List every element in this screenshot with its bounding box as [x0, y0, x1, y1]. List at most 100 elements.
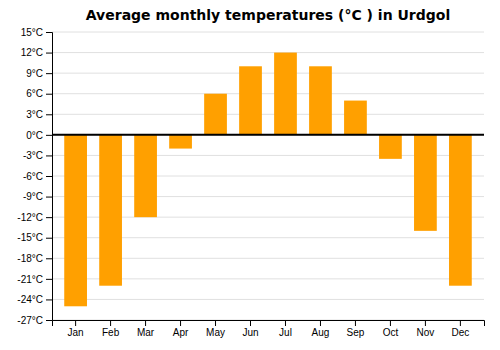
tick: Oct [383, 320, 399, 338]
tick-mark [46, 135, 52, 136]
tick: -21°C [17, 274, 52, 285]
tick: Apr [173, 320, 189, 338]
tick-mark [46, 217, 52, 218]
tick-mark [46, 238, 52, 239]
tick-mark [110, 320, 111, 326]
tick: May [206, 320, 225, 338]
tick-mark [250, 320, 251, 326]
tick-mark [285, 320, 286, 326]
grid-line [52, 32, 484, 33]
tick-label: Feb [102, 327, 120, 338]
bar [274, 53, 297, 135]
tick-label: 9°C [26, 68, 43, 79]
bar [309, 66, 332, 135]
tick: 0°C [26, 130, 52, 141]
tick-label: Mar [137, 327, 155, 338]
grid-line [52, 52, 484, 53]
tick-mark [46, 176, 52, 177]
grid-line [52, 114, 484, 115]
tick-mark [46, 279, 52, 280]
grid-line [52, 93, 484, 94]
tick: Nov [417, 320, 435, 338]
tick: Jan [68, 320, 84, 338]
bar [239, 66, 262, 135]
tick: -15°C [17, 232, 52, 243]
tick-label: -27°C [17, 315, 43, 326]
zero-line [52, 134, 484, 136]
tick: Feb [102, 320, 120, 338]
tick-mark [46, 73, 52, 74]
tick-label: Apr [173, 327, 189, 338]
tick-label: -9°C [23, 191, 43, 202]
tick-label: -12°C [17, 212, 43, 223]
tick-label: -6°C [23, 171, 43, 182]
tick: -3°C [23, 150, 52, 161]
tick-mark [46, 197, 52, 198]
tick-label: 3°C [26, 109, 43, 120]
tick-label: -18°C [17, 253, 43, 264]
tick: Jul [279, 320, 292, 338]
bar [64, 135, 87, 306]
tick-mark [46, 94, 52, 95]
tick-mark [180, 320, 181, 326]
tick-mark [355, 320, 356, 326]
tick-label: Jun [242, 327, 258, 338]
tick: 9°C [26, 68, 52, 79]
bar [134, 135, 157, 217]
bar [379, 135, 402, 159]
tick-mark [215, 320, 216, 326]
x-axis: Jan Feb Mar Apr May Jun Jul Aug Sep Oct Nov Dec [53, 320, 485, 338]
tick: Jun [242, 320, 258, 338]
tick: -18°C [17, 253, 52, 264]
tick-mark [75, 320, 76, 326]
tick: -9°C [23, 191, 52, 202]
tick-mark [46, 258, 52, 259]
axis-line [46, 33, 53, 321]
tick: Dec [451, 320, 469, 338]
tick-label: 0°C [26, 130, 43, 141]
bar [414, 135, 437, 231]
tick-label: Jul [279, 327, 292, 338]
tick-mark [46, 53, 52, 54]
grid-line [52, 134, 484, 135]
tick-label: Jan [68, 327, 84, 338]
tick: -24°C [17, 294, 52, 305]
y-axis: -27°C -24°C -21°C -18°C -15°C -12°C -9°C -6°C -3… [17, 27, 52, 326]
grid [52, 32, 484, 320]
tick: -6°C [23, 171, 52, 182]
tick-mark [46, 32, 52, 33]
tick-label: Nov [417, 327, 435, 338]
tick-label: Dec [451, 327, 469, 338]
bar [99, 135, 122, 286]
tick-label: -15°C [17, 232, 43, 243]
tick-mark [46, 155, 52, 156]
tick-mark [145, 320, 146, 326]
tick: Sep [347, 320, 365, 338]
tick-mark [46, 114, 52, 115]
axis-line [53, 321, 485, 327]
plot: -27°C -24°C -21°C -18°C -15°C -12°C -9°C -6°C -3… [17, 27, 484, 338]
tick-mark [46, 299, 52, 300]
tick-mark [390, 320, 391, 326]
tick-mark [425, 320, 426, 326]
tick-label: 6°C [26, 88, 43, 99]
bars [64, 53, 472, 307]
tick: 15°C [21, 27, 52, 38]
tick: Aug [312, 320, 330, 338]
tick-label: 12°C [21, 47, 43, 58]
tick: 6°C [26, 88, 52, 99]
tick-label: -24°C [17, 294, 43, 305]
grid-line [52, 299, 484, 300]
bar [169, 135, 192, 149]
tick: -27°C [17, 315, 52, 326]
tick-label: May [206, 327, 225, 338]
tick: Mar [137, 320, 155, 338]
grid-line [52, 73, 484, 74]
bar [449, 135, 472, 286]
bar [204, 94, 227, 135]
tick: 3°C [26, 109, 52, 120]
tick-mark [46, 320, 52, 321]
tick-label: Oct [383, 327, 399, 338]
title: Average monthly temperatures (°C ) in Ur… [86, 7, 450, 23]
bar [344, 101, 367, 135]
